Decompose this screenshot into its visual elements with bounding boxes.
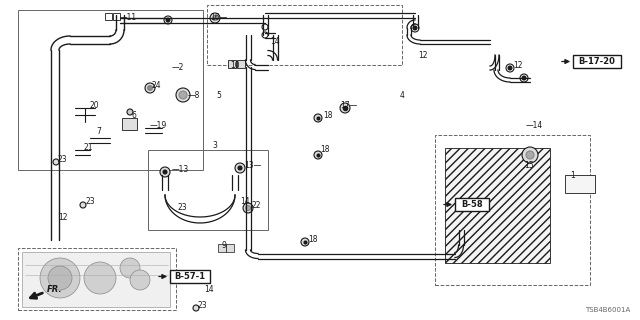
Bar (445, 148, 550, 263)
Circle shape (506, 64, 514, 72)
Circle shape (235, 163, 245, 173)
Text: 23: 23 (198, 301, 207, 310)
Circle shape (179, 91, 187, 99)
Text: 18: 18 (308, 235, 317, 244)
Circle shape (238, 166, 242, 170)
Text: 15: 15 (524, 161, 534, 170)
Text: FR.: FR. (47, 285, 63, 294)
Text: 14: 14 (270, 37, 280, 46)
Bar (18, 248, 176, 310)
Circle shape (522, 76, 526, 80)
Text: —8: —8 (188, 91, 200, 100)
Text: 12: 12 (513, 60, 522, 69)
Text: 12: 12 (418, 51, 428, 60)
Text: 21: 21 (83, 143, 93, 153)
Circle shape (127, 109, 133, 115)
Bar (226, 244, 234, 252)
Bar (207, 5, 402, 65)
Circle shape (340, 103, 350, 113)
Text: —11: —11 (120, 12, 137, 21)
Circle shape (40, 258, 80, 298)
Text: 16—: 16— (210, 12, 227, 21)
Circle shape (84, 262, 116, 294)
Circle shape (526, 151, 534, 159)
Circle shape (176, 88, 190, 102)
Bar (113, 13, 120, 20)
Circle shape (210, 13, 220, 23)
Text: 12: 12 (58, 213, 67, 222)
Text: —13: —13 (172, 164, 189, 173)
Circle shape (48, 266, 72, 290)
Text: 18: 18 (323, 110, 333, 119)
Circle shape (160, 167, 170, 177)
Text: 5: 5 (216, 91, 221, 100)
Circle shape (80, 202, 86, 208)
Circle shape (243, 203, 253, 213)
Text: 14: 14 (240, 197, 250, 206)
Bar (573, 55, 621, 68)
Bar (237, 60, 245, 68)
Text: —14: —14 (526, 121, 543, 130)
Circle shape (413, 26, 417, 30)
Text: 9: 9 (222, 241, 227, 250)
Circle shape (246, 205, 250, 211)
Circle shape (53, 159, 59, 165)
Text: 13—: 13— (244, 161, 261, 170)
Bar (22, 252, 170, 307)
Text: B-17-20: B-17-20 (579, 57, 616, 66)
Text: 7: 7 (96, 127, 101, 137)
Circle shape (163, 170, 167, 174)
Circle shape (164, 16, 172, 24)
Bar (18, 10, 203, 170)
Circle shape (411, 24, 419, 32)
Bar (148, 150, 268, 230)
Circle shape (147, 85, 152, 91)
Text: 23: 23 (58, 156, 68, 164)
Circle shape (120, 258, 140, 278)
Text: 18: 18 (320, 146, 330, 155)
Circle shape (522, 147, 538, 163)
Bar (435, 135, 590, 285)
Bar (565, 175, 595, 193)
Circle shape (314, 151, 322, 159)
Text: —2: —2 (172, 63, 184, 73)
Text: 23: 23 (178, 203, 188, 212)
Circle shape (166, 18, 170, 22)
Circle shape (301, 238, 309, 246)
Bar (455, 198, 489, 211)
Circle shape (145, 83, 155, 93)
Circle shape (212, 15, 218, 20)
Text: B-57-1: B-57-1 (175, 272, 205, 281)
Circle shape (193, 305, 199, 311)
Bar (170, 270, 210, 283)
Circle shape (262, 32, 268, 38)
Text: 20: 20 (90, 100, 100, 109)
Text: 14: 14 (204, 284, 214, 293)
Bar (218, 244, 226, 252)
Text: 24: 24 (152, 81, 162, 90)
Text: TSB4B6001A: TSB4B6001A (585, 307, 630, 313)
Text: 10: 10 (230, 60, 239, 69)
Text: 23: 23 (85, 197, 95, 206)
Text: 6: 6 (132, 110, 137, 119)
Bar (228, 60, 236, 68)
Circle shape (314, 114, 322, 122)
Circle shape (520, 74, 528, 82)
Text: 22: 22 (252, 201, 262, 210)
Text: 3: 3 (212, 140, 217, 149)
Text: 1: 1 (570, 171, 575, 180)
Circle shape (130, 270, 150, 290)
Circle shape (262, 24, 268, 30)
Text: —19: —19 (150, 121, 167, 130)
Text: 17—: 17— (340, 100, 357, 109)
Bar (105, 13, 112, 20)
Circle shape (508, 66, 512, 70)
Text: 4: 4 (400, 91, 405, 100)
Text: B-58: B-58 (461, 200, 483, 209)
Bar (122, 118, 137, 130)
